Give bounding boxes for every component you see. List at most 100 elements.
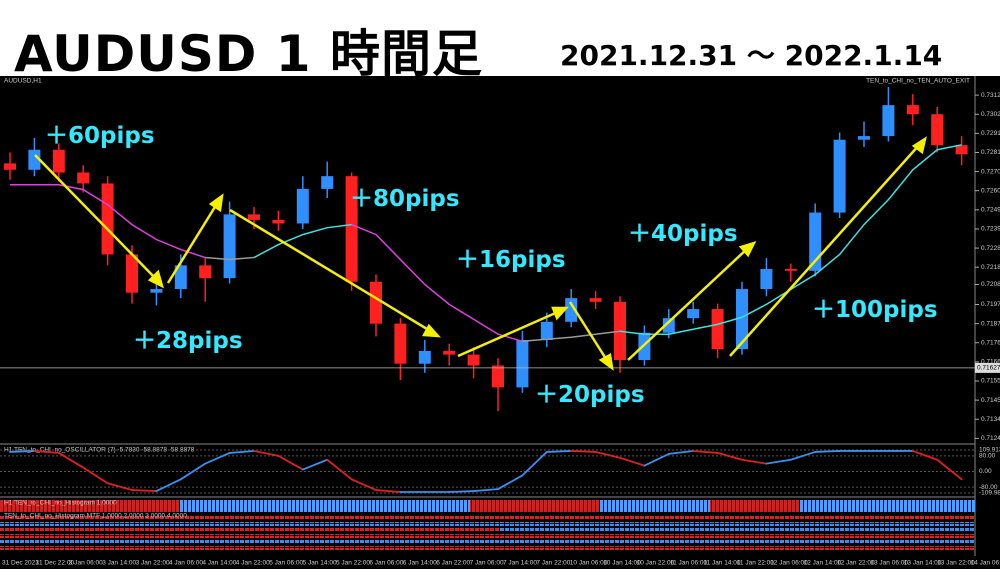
oscillator-segment — [155, 478, 182, 492]
oscillator-segment — [277, 454, 304, 471]
candle-body — [492, 365, 504, 388]
header: AUDUSD 1 時間足 2021.12.31 ～ 2022.1.14 — [0, 0, 1000, 83]
y-tick-label: 0.71555 — [981, 378, 1000, 385]
x-tick-label: 31 Dec 2021 — [2, 560, 39, 567]
oscillator-label: H1 TEN_to_CHI_no_OSCILLATOR (7) -5.7830 … — [4, 447, 195, 454]
histogram-mtf-label: TEN_to_CHI_no_Histogram MTF 1.0000 2.000… — [4, 513, 187, 520]
oscillator-segment — [350, 478, 377, 491]
oscillator-segment — [667, 450, 695, 455]
x-tick-label: 5 Jan 14:00 — [303, 560, 337, 567]
oscillator-segment — [375, 489, 402, 493]
x-tick-label: 10 Jan 22:00 — [637, 560, 675, 567]
annotation: ＋16pips — [456, 247, 566, 273]
candle-body — [199, 265, 212, 279]
candle-body — [4, 163, 16, 170]
oscillator-segment — [692, 450, 719, 454]
oscillator-segment — [9, 450, 36, 453]
oscillator-segment — [228, 450, 255, 454]
candle-body — [565, 298, 578, 322]
candle-body — [540, 321, 553, 341]
candle-body — [833, 139, 846, 213]
candle-body — [394, 323, 407, 364]
candle-body — [858, 136, 870, 140]
y-tick-label: 0.00 — [979, 468, 992, 475]
oscillator-segment — [741, 458, 768, 465]
oscillator-segment — [643, 452, 670, 467]
candle-body — [614, 301, 626, 361]
subtitle: 2021.12.31 ～ 2022.1.14 — [560, 39, 943, 72]
y-tick-label: 0.72495 — [981, 207, 1000, 214]
candle-body — [345, 176, 358, 282]
x-tick-label: 4 Jan 06:00 — [169, 560, 203, 567]
oscillator-segment — [57, 452, 85, 469]
y-tick-label: 0.71345 — [981, 416, 1000, 423]
x-tick-label: 11 Jan 14:00 — [703, 560, 740, 567]
y-tick-label: -109.985 — [979, 490, 1000, 497]
y-tick-label: 80.00 — [979, 453, 996, 460]
oscillator-segment — [497, 474, 524, 490]
y-tick-label: 0.71975 — [981, 301, 1000, 308]
x-tick-label: 11 Jan 22:00 — [737, 560, 774, 567]
x-tick-label: 7 Jan 06:00 — [470, 560, 504, 567]
y-tick-label: 0.73125 — [981, 92, 1000, 99]
x-tick-label: 11 Jan 06:00 — [670, 560, 707, 567]
candle-body — [28, 149, 41, 170]
candle-body — [296, 188, 309, 224]
x-tick-label: 12 Jan 06:00 — [770, 560, 808, 567]
annotation: ＋100pips — [812, 297, 938, 323]
oscillator-segment — [716, 452, 743, 461]
oscillator-segment — [789, 451, 817, 461]
oscillator-segment — [570, 450, 597, 453]
oscillator-segment — [33, 450, 60, 454]
indicator-label: TEN_to_CHI_no_TEN_AUTO_EXIT — [866, 78, 970, 85]
candle-body — [443, 350, 456, 355]
moving-average — [10, 183, 523, 343]
x-tick-label: 3 Jan 14:00 — [102, 560, 136, 567]
x-tick-label: 13 Jan 22:00 — [937, 560, 975, 567]
x-tick-label: 6 Jan 06:00 — [369, 560, 403, 567]
candle-body — [126, 254, 138, 293]
oscillator-segment — [82, 466, 109, 485]
y-tick-label: 0.72085 — [981, 281, 1000, 288]
moving-average — [205, 256, 621, 343]
annotation: ＋40pips — [628, 221, 738, 247]
candle-body — [711, 309, 724, 350]
candle-body — [516, 340, 529, 388]
oscillator-segment — [448, 490, 475, 493]
candle-body — [662, 318, 675, 333]
x-tick-label: 6 Jan 14:00 — [403, 560, 437, 567]
y-tick-label: 109.9133 — [979, 447, 1000, 454]
candle-body — [955, 145, 968, 155]
y-tick-label: -80.00 — [979, 484, 998, 491]
x-tick-label: 4 Jan 14:00 — [202, 560, 236, 567]
candle-body — [223, 214, 236, 279]
y-tick-label: 0.72705 — [981, 168, 1000, 175]
x-tick-label: 10 Jan 14:00 — [603, 560, 641, 567]
histogram — [0, 500, 975, 550]
candle-body — [150, 289, 163, 293]
oscillator-segment — [594, 451, 621, 459]
candle-body — [467, 354, 480, 366]
oscillator-segment — [472, 488, 499, 492]
x-tick-label: 10 Jan 06:00 — [570, 560, 608, 567]
x-tick-label: 4 Jan 22:00 — [236, 560, 270, 567]
x-tick-label: 12 Jan 22:00 — [837, 560, 875, 567]
oscillator-segment — [521, 451, 548, 477]
oscillator-segment — [619, 456, 646, 467]
candle-body — [174, 265, 187, 290]
candle-body — [687, 309, 700, 319]
candle-body — [589, 298, 602, 302]
oscillator-segment — [253, 450, 280, 457]
oscillator-segment — [545, 450, 573, 453]
x-tick-label: 12 Jan 14:00 — [804, 560, 842, 567]
histogram-label: H1 TEN_to_CHI_no_Histogram 1.0000 — [4, 500, 117, 507]
x-tick-label: 6 Jan 22:00 — [436, 560, 470, 567]
